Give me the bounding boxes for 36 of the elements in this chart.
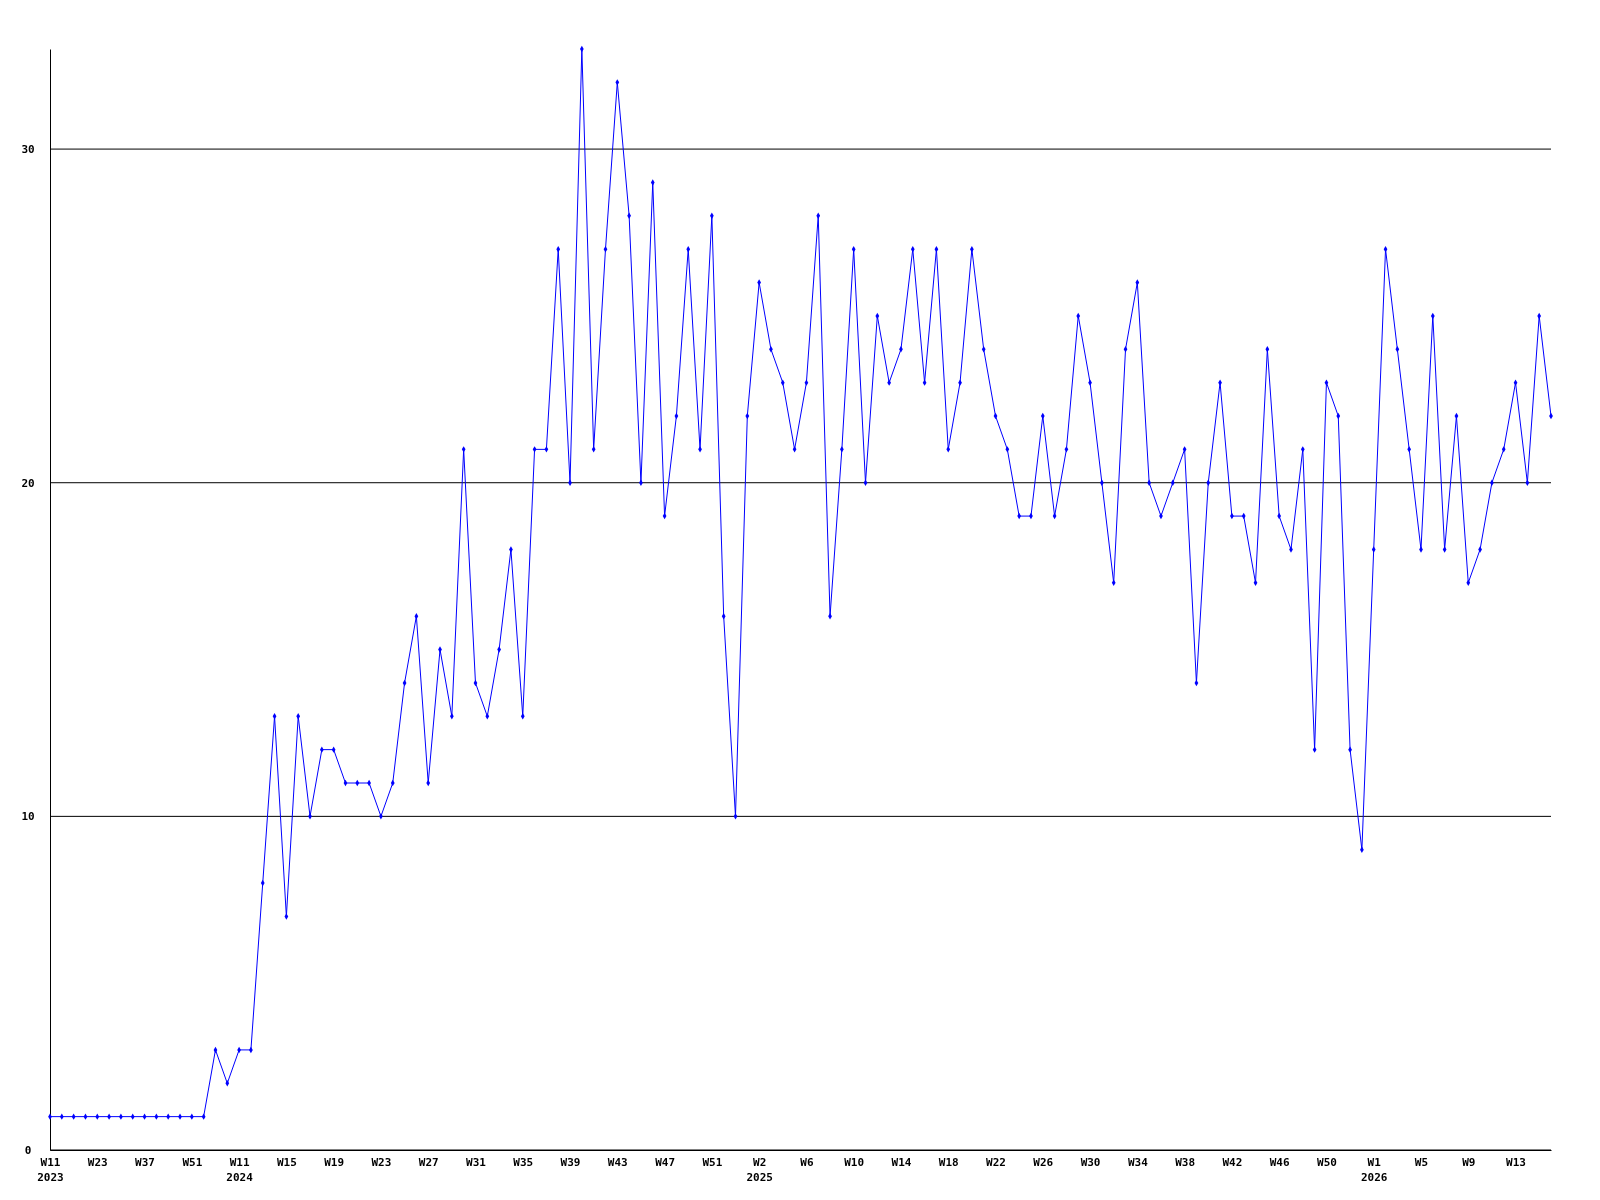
x-tick-label: W11 2024	[226, 1156, 254, 1184]
x-tick-label: W38	[1175, 1156, 1196, 1169]
x-tick-label: W39	[560, 1156, 581, 1169]
x-tick-label: W31	[466, 1156, 487, 1169]
x-tick-label: W51	[702, 1156, 723, 1169]
x-tick-label: W37	[135, 1156, 155, 1169]
y-tick-label: 20	[21, 476, 35, 490]
x-tick-label: W6	[800, 1156, 814, 1169]
x-tick-label: W51	[182, 1156, 203, 1169]
x-tick-label: W47	[655, 1156, 676, 1169]
x-tick-label: W14	[891, 1156, 912, 1169]
x-tick-label: W10	[844, 1156, 865, 1169]
x-tick-label: W2 2025	[746, 1156, 773, 1184]
x-tick-label: W18	[938, 1156, 959, 1169]
x-tick-label: W42	[1222, 1156, 1243, 1169]
x-tick-label: W23	[87, 1156, 108, 1169]
x-tick-label: W5	[1414, 1156, 1429, 1169]
y-tick-label: 10	[21, 810, 35, 824]
x-tick-label: W30	[1080, 1156, 1101, 1169]
x-tick-label: W23	[371, 1156, 392, 1169]
x-tick-label: W35	[513, 1156, 534, 1169]
x-tick-label: W46	[1269, 1156, 1290, 1169]
y-tick-label: 30	[21, 143, 35, 157]
x-tick-label: W34	[1127, 1156, 1149, 1169]
x-tick-label: W11 2023	[37, 1156, 64, 1184]
x-tick-label: W22	[986, 1156, 1006, 1169]
x-tick-label: W26	[1033, 1156, 1054, 1169]
y-tick-label: 0	[24, 1144, 32, 1158]
x-tick-label: W9	[1462, 1156, 1476, 1169]
x-tick-label: W19	[324, 1156, 345, 1169]
x-tick-label: W13	[1506, 1156, 1526, 1169]
x-tick-label: W1 2026	[1360, 1156, 1388, 1184]
x-tick-label: W50	[1317, 1156, 1337, 1169]
x-tick-label: W15	[276, 1156, 297, 1169]
x-tick-label: W27	[418, 1156, 439, 1169]
x-tick-label: W43	[607, 1156, 628, 1169]
